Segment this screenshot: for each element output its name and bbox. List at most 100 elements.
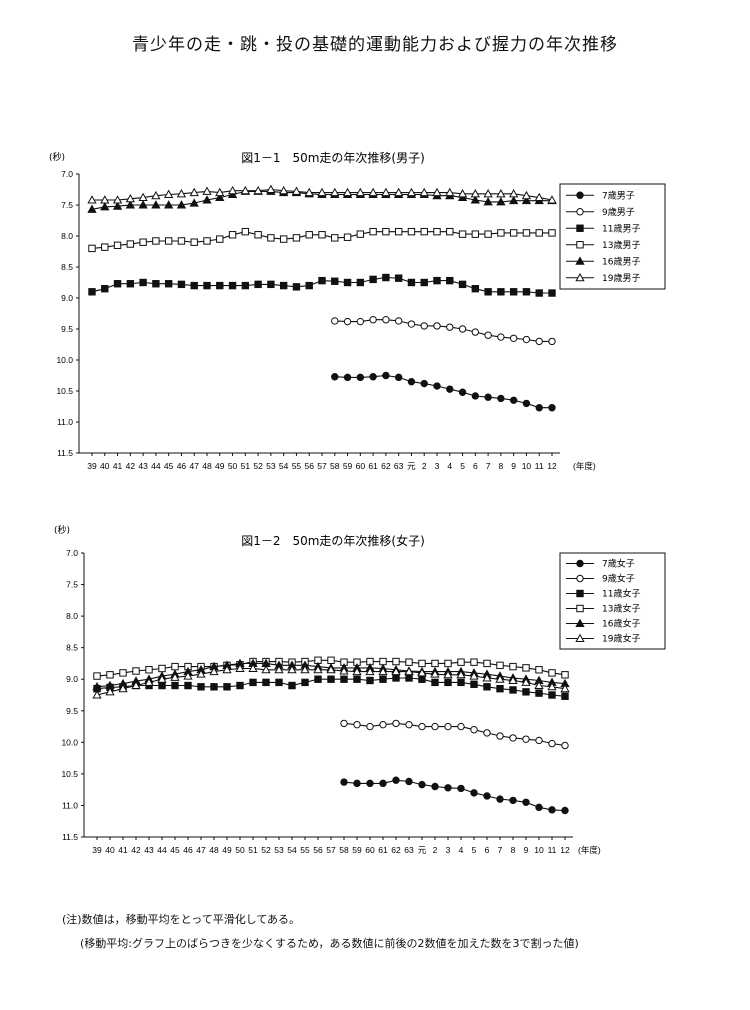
data-point (405, 720, 413, 729)
data-point (458, 280, 467, 289)
series-3 (93, 674, 569, 700)
data-point (443, 669, 453, 679)
data-point (509, 686, 517, 694)
data-point (497, 333, 505, 341)
data-point (469, 671, 479, 680)
y-tick-label: 10.5 (56, 386, 73, 396)
x-tick-label: 42 (131, 845, 141, 855)
x-tick-label: 39 (92, 845, 102, 855)
x-tick-label: 56 (304, 461, 314, 471)
data-point (509, 396, 518, 404)
data-point (241, 227, 250, 236)
data-point (223, 683, 231, 691)
x-tick-label: 61 (368, 461, 378, 471)
data-point (446, 276, 454, 285)
data-point (266, 184, 276, 193)
data-point (457, 658, 465, 666)
data-point (433, 276, 441, 285)
data-point (330, 187, 340, 197)
x-tick-label: 元 (418, 845, 427, 855)
data-point (112, 201, 123, 210)
data-point (164, 237, 173, 245)
data-point (433, 227, 441, 236)
series-1 (340, 776, 569, 815)
data-point (497, 288, 505, 296)
x-tick-label: 45 (164, 461, 174, 471)
y-tick-label: 10.0 (56, 355, 73, 365)
chart-title: 図1－2 50m走の年次推移(女子) (241, 533, 425, 548)
data-point (356, 317, 365, 326)
legend-label: 7歳男子 (602, 189, 635, 201)
data-point (391, 666, 401, 676)
x-tick-label: 60 (365, 845, 375, 855)
data-point (261, 664, 271, 674)
data-point (356, 278, 365, 287)
data-point (305, 231, 313, 239)
chart-girls-50m: 図1－2 50m走の年次推移(女子) (秒) 7.0 7.5 8.0 8.5 9.0 9.5 1… (54, 524, 666, 855)
x-tick-label: 11 (535, 461, 544, 471)
legend-label: 16歳男子 (602, 255, 640, 267)
data-point (535, 666, 543, 674)
series-2 (340, 719, 569, 750)
data-point (418, 675, 426, 683)
chart-boys-50m: 図1－1 50m走の年次推移(男子) (秒) 7.0 7.5 8.0 8.5 9.0 9.5 1… (49, 151, 666, 471)
series-line (343, 722, 566, 747)
y-tick-label: 11.5 (62, 832, 78, 842)
y-tick-label: 10.0 (61, 737, 78, 747)
data-point (405, 658, 413, 666)
data-point (144, 677, 154, 686)
data-point (318, 231, 326, 239)
data-point (471, 230, 480, 238)
x-tick-label: 3 (446, 845, 451, 855)
data-point (331, 317, 339, 325)
series-line (334, 374, 552, 409)
x-tick-label: 51 (241, 461, 251, 471)
y-tick-label: 10.5 (61, 769, 78, 779)
y-tick-label: 7.0 (66, 548, 78, 558)
data-point (417, 668, 427, 677)
data-point (87, 195, 97, 204)
x-tick-label: 44 (151, 461, 161, 471)
data-point (482, 673, 492, 682)
legend-label: 13歳男子 (602, 239, 640, 251)
legend-marker (575, 256, 585, 265)
y-tick-label: 11.5 (57, 448, 73, 458)
data-point (356, 230, 365, 238)
data-point (483, 197, 493, 206)
data-point (236, 681, 244, 690)
data-point (457, 189, 468, 198)
legend-label: 9歳女子 (602, 573, 635, 585)
data-point (327, 656, 335, 664)
data-point (534, 680, 544, 690)
data-point (343, 317, 352, 326)
data-point (444, 659, 452, 668)
data-point (138, 200, 148, 209)
data-point (158, 664, 166, 673)
series-4 (88, 227, 556, 253)
data-point (445, 187, 455, 197)
data-point (125, 193, 135, 203)
data-point (404, 666, 414, 676)
data-point (151, 190, 161, 200)
data-point (222, 664, 232, 674)
y-tick-label: 9.0 (61, 293, 73, 303)
x-tick-label: 9 (511, 461, 516, 471)
data-point (288, 681, 296, 690)
data-point (405, 777, 413, 786)
data-point (535, 736, 543, 745)
x-tick-label: 50 (228, 461, 238, 471)
data-point (340, 778, 348, 786)
legend-label: 13歳女子 (602, 603, 640, 615)
data-point (254, 280, 262, 289)
x-tick-label: 6 (473, 461, 478, 471)
x-tick-label: 52 (261, 845, 271, 855)
data-point (262, 678, 270, 687)
data-point (101, 243, 109, 251)
data-point (420, 379, 428, 388)
data-point (176, 200, 187, 209)
data-point (196, 669, 206, 678)
chart-title: 図1－1 50m走の年次推移(男子) (241, 151, 425, 165)
x-tick-label: 元 (407, 461, 416, 471)
x-tick-label: 7 (498, 845, 503, 855)
data-point (203, 281, 211, 290)
